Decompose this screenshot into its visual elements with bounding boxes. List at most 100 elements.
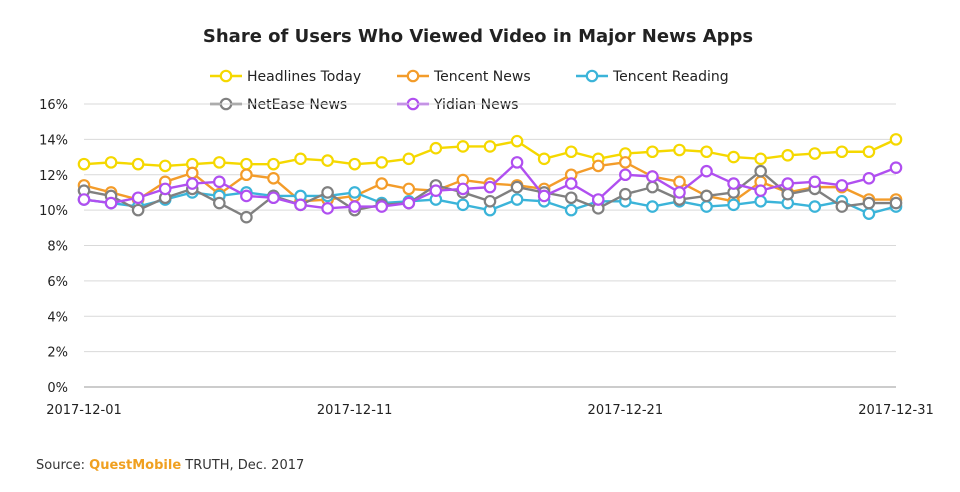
data-point bbox=[321, 154, 334, 167]
data-point bbox=[727, 150, 740, 164]
data-point bbox=[700, 200, 713, 213]
data-point bbox=[185, 166, 199, 180]
data-point bbox=[537, 189, 551, 203]
data-point bbox=[321, 186, 334, 199]
source-prefix: Source: bbox=[36, 458, 90, 473]
data-point bbox=[104, 156, 118, 169]
y-axis: 0% 2% 4% 6% 8% 10% 12% 14% 16% bbox=[39, 98, 68, 396]
data-point bbox=[619, 156, 632, 169]
data-point bbox=[700, 164, 713, 178]
data-point bbox=[402, 196, 416, 210]
data-point bbox=[591, 159, 605, 173]
legend-item: Headlines Today bbox=[210, 69, 361, 85]
data-point bbox=[510, 156, 524, 169]
data-point bbox=[754, 194, 767, 208]
y-tick-label: 10% bbox=[39, 204, 68, 219]
data-point bbox=[727, 198, 740, 212]
legend-label: NetEase News bbox=[247, 97, 347, 113]
data-point bbox=[429, 184, 443, 197]
data-point bbox=[483, 194, 497, 208]
data-point bbox=[240, 189, 253, 203]
data-point bbox=[754, 184, 767, 197]
y-tick-label: 0% bbox=[47, 381, 68, 396]
data-point bbox=[213, 156, 226, 169]
data-point bbox=[213, 196, 226, 210]
data-point bbox=[862, 171, 876, 185]
legend-label: Tencent News bbox=[433, 69, 531, 85]
data-point bbox=[294, 198, 307, 212]
data-point bbox=[77, 157, 91, 171]
data-point bbox=[240, 157, 253, 171]
y-tick-label: 8% bbox=[47, 240, 68, 255]
data-point bbox=[158, 182, 172, 196]
x-tick-label: 2017-12-01 bbox=[46, 403, 122, 418]
data-point bbox=[673, 186, 686, 199]
data-point bbox=[591, 193, 605, 206]
data-point bbox=[348, 157, 361, 171]
data-point bbox=[483, 180, 497, 194]
legend-item: Tencent Reading bbox=[576, 69, 729, 85]
x-axis: 2017-12-01 2017-12-11 2017-12-21 2017-12-31 bbox=[46, 403, 934, 418]
data-point bbox=[131, 191, 145, 205]
data-point bbox=[267, 171, 280, 185]
data-point bbox=[131, 157, 145, 171]
source-note: Source: QuestMobile TRUTH, Dec. 2017 bbox=[36, 458, 304, 473]
data-point bbox=[510, 180, 524, 194]
legend-label: Tencent Reading bbox=[612, 69, 729, 85]
data-point bbox=[456, 182, 470, 196]
source-suffix: TRUTH, Dec. 2017 bbox=[181, 458, 305, 473]
data-point bbox=[808, 175, 822, 189]
data-point bbox=[483, 140, 497, 153]
series-group bbox=[77, 133, 903, 224]
data-point bbox=[646, 170, 659, 183]
data-point bbox=[348, 186, 361, 199]
legend-label: Yidian News bbox=[433, 97, 518, 113]
legend-marker bbox=[585, 69, 599, 83]
chart-title: Share of Users Who Viewed Video in Major… bbox=[203, 26, 753, 47]
data-point bbox=[402, 182, 416, 196]
data-point bbox=[375, 177, 389, 190]
data-point bbox=[862, 196, 876, 210]
data-point bbox=[646, 180, 659, 194]
data-point bbox=[835, 200, 849, 213]
legend: Headlines Today Tencent News Tencent Readi… bbox=[210, 69, 729, 113]
y-tick-label: 12% bbox=[39, 169, 68, 184]
data-point bbox=[131, 203, 145, 217]
x-tick-label: 2017-12-11 bbox=[317, 403, 393, 418]
data-point bbox=[808, 147, 822, 160]
data-point bbox=[889, 161, 903, 174]
y-tick-label: 16% bbox=[39, 98, 68, 113]
legend-item: Tencent News bbox=[397, 69, 531, 85]
data-point bbox=[754, 152, 767, 166]
data-point bbox=[510, 134, 524, 148]
legend-label: Headlines Today bbox=[247, 69, 361, 85]
data-point bbox=[537, 152, 551, 166]
data-point bbox=[808, 200, 822, 213]
data-point bbox=[781, 187, 795, 201]
data-point bbox=[429, 141, 443, 155]
data-point bbox=[835, 179, 849, 192]
data-point bbox=[862, 145, 876, 159]
data-point bbox=[456, 198, 470, 212]
x-tick-label: 2017-12-31 bbox=[858, 403, 934, 418]
legend-item: NetEase News bbox=[210, 97, 347, 113]
data-point bbox=[619, 168, 632, 182]
data-point bbox=[781, 148, 795, 162]
data-point bbox=[646, 200, 659, 213]
legend-item: Yidian News bbox=[397, 97, 518, 113]
data-point bbox=[564, 145, 578, 159]
data-point bbox=[673, 175, 686, 189]
data-point bbox=[240, 168, 253, 182]
data-point bbox=[185, 177, 199, 190]
data-point bbox=[456, 140, 470, 153]
data-point bbox=[619, 187, 632, 201]
legend-marker bbox=[406, 69, 420, 83]
y-tick-label: 4% bbox=[47, 310, 68, 325]
data-point bbox=[564, 203, 578, 217]
data-point bbox=[294, 152, 307, 166]
data-point bbox=[321, 202, 334, 215]
data-point bbox=[402, 152, 416, 166]
series-headlines-today bbox=[77, 133, 903, 173]
data-point bbox=[564, 177, 578, 190]
legend-marker bbox=[219, 69, 233, 83]
